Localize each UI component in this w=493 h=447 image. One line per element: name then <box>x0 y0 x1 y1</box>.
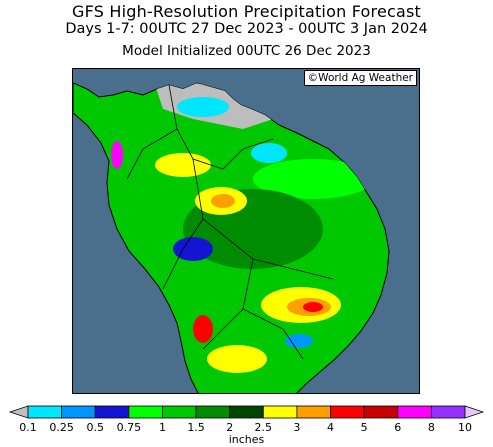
colorbar-swatch <box>363 405 399 419</box>
colorbar-tick-label: 8 <box>427 421 435 434</box>
colorbar-swatch <box>430 405 466 419</box>
colorbar-swatch <box>162 405 197 419</box>
colorbar-tick-label: 0.1 <box>19 421 37 434</box>
colorbar-tick-label: 1.5 <box>187 421 205 434</box>
colorbar-swatch <box>27 405 63 419</box>
colorbar-tick-label: 3 <box>293 421 301 434</box>
red-patch-2 <box>193 315 213 343</box>
colorbar-swatch <box>195 405 231 419</box>
light-green-band <box>253 159 373 199</box>
colorbar-swatch <box>330 405 365 419</box>
credit-label: ©World Ag Weather <box>303 70 417 86</box>
blue-patch-west <box>173 237 213 261</box>
colorbar-units: inches <box>228 433 265 446</box>
magenta-patch-andes <box>111 141 123 169</box>
forecast-period: Days 1-7: 00UTC 27 Dec 2023 - 00UTC 3 Ja… <box>65 21 428 37</box>
country-borders <box>126 84 334 360</box>
colorbar-tick-label: 0.5 <box>86 421 104 434</box>
colorbar-swatch <box>61 405 96 419</box>
colorbar-swatch <box>397 405 432 419</box>
precip-map: ©World Ag Weather <box>72 68 420 394</box>
colorbar-tick-label: 0.25 <box>49 421 74 434</box>
colorbar-tick-label: 10 <box>458 421 472 434</box>
colorbar-tick-label: 4 <box>327 421 335 434</box>
cyan-patch-guiana <box>251 143 287 163</box>
colorbar-swatch <box>94 405 130 419</box>
colorbar-tick-label: 6 <box>394 421 402 434</box>
colorbar-swatch <box>464 405 485 419</box>
colorbar-swatch <box>296 405 331 419</box>
colorbar-tick-label: 2.5 <box>254 421 273 434</box>
orange-patch-1 <box>211 194 235 208</box>
map-graphic <box>73 69 419 393</box>
yellow-patch-south <box>207 345 267 373</box>
cyan-patch-north <box>177 97 229 117</box>
blue-patch-south <box>285 334 313 348</box>
colorbar-swatch <box>229 405 264 419</box>
colorbar-tick-label: 5 <box>360 421 368 434</box>
colorbar-tick-label: 2 <box>226 421 234 434</box>
colorbar-tick-label: 0.75 <box>116 421 142 434</box>
colorbar-tick-label: 1 <box>158 421 166 434</box>
yellow-patch-1 <box>155 153 211 177</box>
colorbar-swatch <box>8 405 29 419</box>
colorbar-swatch <box>262 405 298 419</box>
colorbar-graphic <box>8 405 485 419</box>
red-patch-1 <box>303 302 323 312</box>
model-init: Model Initialized 00UTC 26 Dec 2023 <box>122 43 371 59</box>
colorbar: 0.1 0.25 0.5 0.75 1 1.5 2 2.5 3 4 5 6 8 10 inches <box>0 402 493 447</box>
colorbar-swatch <box>128 405 163 419</box>
map-title: GFS High-Resolution Precipitation Foreca… <box>72 2 421 21</box>
